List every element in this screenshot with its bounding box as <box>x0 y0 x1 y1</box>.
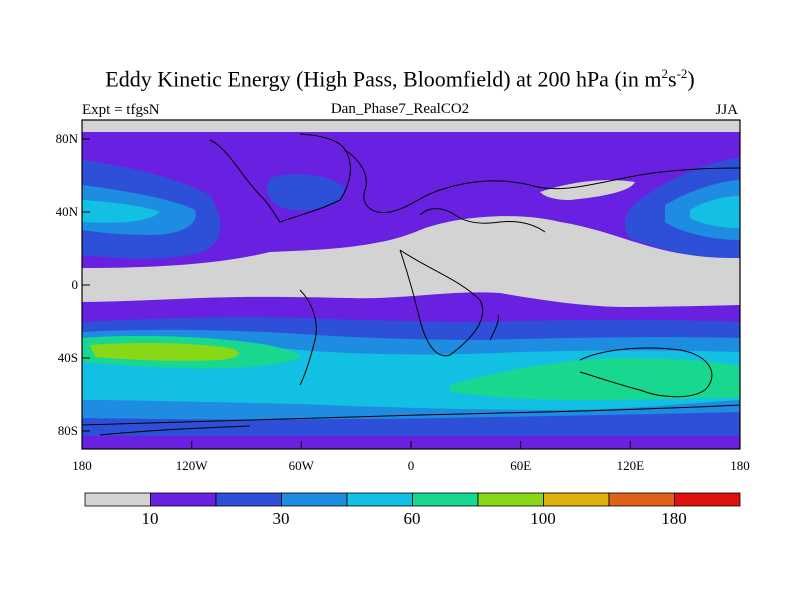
colorbar-swatch <box>608 492 675 507</box>
tick-marks <box>81 138 741 449</box>
contour-sio-100 <box>450 358 740 400</box>
tropical-grey-band <box>82 216 740 307</box>
colorbar-swatch <box>84 492 151 507</box>
x-tick-label: 120W <box>175 458 208 473</box>
y-tick-label: 80S <box>57 423 78 438</box>
contour-nwpac-60b <box>690 196 740 228</box>
colorbar-swatch <box>281 492 348 507</box>
colorbar-label: 180 <box>661 509 687 528</box>
y-tick-label: 40S <box>57 350 78 365</box>
contour-natl-30 <box>266 174 345 211</box>
grey-arctic-patch <box>540 180 635 200</box>
x-tick-label: 60W <box>288 458 314 473</box>
colorbar-label: 10 <box>141 509 159 528</box>
colorbar <box>84 492 741 507</box>
colorbar-swatch <box>346 492 413 507</box>
polar-grey-north <box>82 120 740 132</box>
experiment-label: Expt = tfgsN <box>82 102 160 118</box>
colorbar-swatch <box>543 492 610 507</box>
colorbar-label: 30 <box>272 509 290 528</box>
y-tick-label: 80N <box>55 131 78 146</box>
y-tick-label: 0 <box>71 277 79 292</box>
colorbar-swatch <box>412 492 479 507</box>
x-tick-label: 0 <box>407 458 415 473</box>
coastlines <box>82 133 740 436</box>
colorbar-label: 100 <box>530 509 556 528</box>
plot-title: Eddy Kinetic Energy (High Pass, Bloomfie… <box>105 66 695 92</box>
x-tick-label: 60E <box>510 458 532 473</box>
plot-subtitle: Dan_Phase7_RealCO2 <box>330 101 470 117</box>
colorbar-swatch <box>674 492 741 507</box>
colorbar-swatch <box>215 492 282 507</box>
contour-south-100b <box>90 343 239 361</box>
colorbar-swatch <box>150 492 217 507</box>
y-tick-label: 40N <box>55 204 78 219</box>
x-tick-label: 180 <box>730 458 750 473</box>
colorbar-swatch <box>477 492 544 507</box>
contour-npac-60b <box>82 200 160 223</box>
colorbar-label: 60 <box>403 509 421 528</box>
contour-field <box>82 120 740 449</box>
season-label: JJA <box>715 102 738 118</box>
x-tick-label: 120E <box>616 458 645 473</box>
x-tick-label: 180 <box>72 458 92 473</box>
